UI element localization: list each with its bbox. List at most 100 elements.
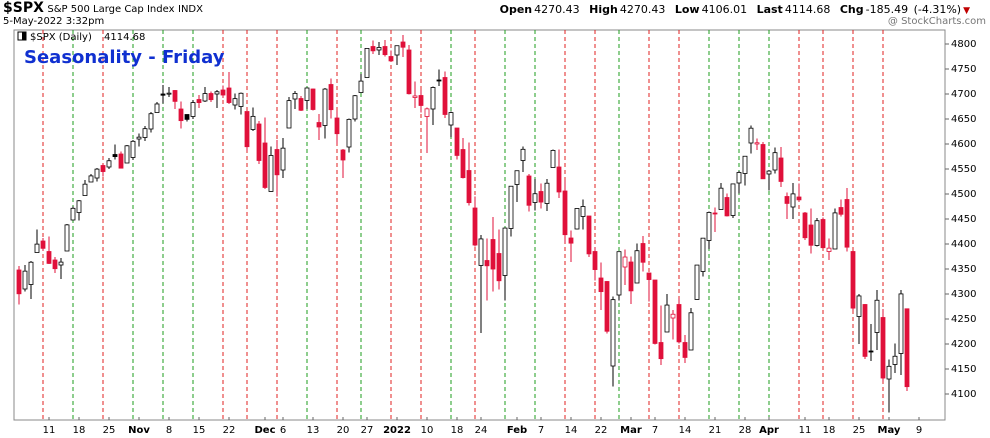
x-tick-label: 24	[475, 425, 488, 436]
candle-body	[850, 251, 856, 309]
y-tick-label: 4800	[951, 39, 976, 50]
candle-body	[778, 157, 784, 182]
candle-body	[538, 191, 544, 203]
y-tick-label: 4450	[951, 214, 976, 225]
quote-label: Open	[499, 3, 533, 16]
candle-body	[412, 95, 418, 98]
candle-body	[832, 212, 838, 250]
candle-body	[640, 243, 646, 263]
candle-body	[436, 79, 442, 82]
candle-body	[844, 199, 850, 248]
candle-body	[508, 185, 514, 229]
candle-body	[718, 187, 724, 210]
candle-body	[574, 208, 580, 230]
candle-body	[526, 175, 532, 206]
candle-body	[232, 98, 238, 106]
candle-body	[682, 342, 688, 358]
x-tick-label: 20	[337, 425, 350, 436]
candle-body	[220, 89, 226, 96]
candle-body	[622, 256, 628, 268]
candle-body	[52, 259, 58, 270]
candle-body	[28, 261, 34, 285]
credit: @ StockCharts.com	[887, 16, 986, 27]
candle-body	[328, 84, 334, 111]
candle-body	[154, 103, 160, 113]
y-tick-label: 4300	[951, 289, 976, 300]
axes: 4100 4150 4200 4250 4300 4350 4400 4450 4500 4550…	[43, 39, 977, 436]
quote-label: High	[589, 3, 618, 16]
y-tick-label: 4400	[951, 239, 976, 250]
x-tick-label: 13	[307, 425, 320, 436]
candle-body	[742, 155, 748, 174]
candle-body	[64, 224, 70, 252]
candle-body	[664, 304, 670, 333]
down-arrow: ▼	[963, 6, 970, 16]
x-tick-label: 14	[679, 425, 692, 436]
y-tick-label: 4750	[951, 64, 976, 75]
y-tick-label: 4650	[951, 114, 976, 125]
candle-body	[316, 122, 322, 128]
symbol-name: S&P 500 Large Cap Index	[47, 4, 175, 15]
candle-body	[862, 304, 868, 357]
candle-body	[106, 160, 112, 168]
candle-body	[616, 251, 622, 296]
quote-value: 4270.43	[619, 3, 666, 16]
candle-body	[40, 240, 46, 249]
candle-body	[430, 87, 436, 110]
timestamp: 5-May-2022 3:32pm	[3, 16, 105, 27]
x-tick-label: 21	[709, 425, 722, 436]
quote-change-pct: (-4.31%)	[913, 3, 962, 16]
candle-body	[142, 128, 148, 138]
y-tick-label: 4600	[951, 139, 976, 150]
x-tick-label: 15	[193, 425, 206, 436]
x-tick-label: 22	[223, 425, 236, 436]
candle-body	[736, 172, 742, 184]
candle-body	[406, 49, 412, 95]
quote-change: -185.49	[865, 3, 909, 16]
candle-body	[130, 140, 136, 158]
friday-lines	[42, 30, 884, 420]
candle-body	[460, 149, 466, 179]
candle-body	[166, 92, 172, 95]
candle-body	[190, 102, 196, 117]
candle-body	[670, 313, 676, 319]
candle-body	[454, 127, 460, 156]
candle-body	[466, 170, 472, 204]
candle-body	[706, 212, 712, 241]
candle-body	[214, 91, 220, 95]
candle-body	[274, 149, 280, 176]
candle-body	[766, 170, 772, 175]
x-tick-label: 6	[280, 425, 286, 436]
candle-body	[34, 243, 40, 253]
y-tick-label: 4250	[951, 314, 976, 325]
candle-body	[226, 87, 232, 103]
x-tick-label: 28	[739, 425, 752, 436]
x-tick-label: Dec	[254, 425, 275, 436]
candle-body	[178, 108, 184, 122]
candle-body	[700, 237, 706, 272]
candle-body	[172, 90, 178, 102]
x-tick-label: Feb	[507, 425, 527, 436]
candle-body	[340, 149, 346, 161]
y-tick-label: 4350	[951, 264, 976, 275]
candle-body	[892, 355, 898, 365]
candle-body	[904, 308, 910, 388]
candle-body	[754, 142, 760, 145]
candle-body	[124, 145, 130, 164]
candle-body	[550, 150, 556, 168]
candle-body	[562, 190, 568, 236]
symbol: $SPX	[3, 0, 44, 16]
x-tick-label: 25	[853, 425, 866, 436]
candle-body	[148, 113, 154, 130]
y-tick-label: 4550	[951, 164, 976, 175]
candle-body	[346, 118, 352, 148]
candle-body	[544, 182, 550, 204]
candle-body	[364, 48, 370, 78]
candle-body	[70, 207, 76, 221]
x-tick-label: 11	[799, 425, 812, 436]
candle-body	[688, 312, 694, 351]
candle-body	[94, 168, 100, 179]
quote-label: Last	[756, 3, 783, 16]
